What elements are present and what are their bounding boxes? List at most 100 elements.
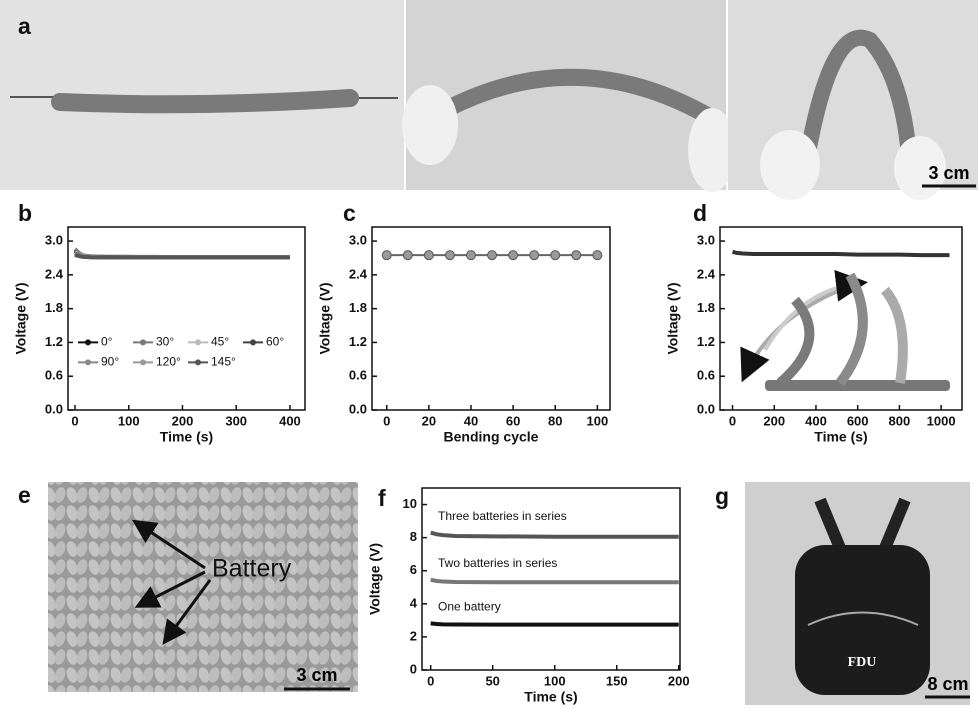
x-tick-label: 100: [587, 413, 609, 428]
data-line: [430, 577, 679, 585]
y-tick-label: 3.0: [697, 233, 715, 248]
legend-marker: [250, 339, 256, 346]
data-point: [571, 250, 582, 261]
data-line: [74, 253, 290, 260]
panel-label: f: [378, 485, 386, 511]
y-tick-label: 0.0: [697, 401, 715, 416]
scale-label: 3 cm: [928, 163, 969, 183]
x-tick-label: 1000: [927, 413, 956, 428]
data-point: [423, 250, 434, 261]
plot-frame: [67, 226, 306, 411]
plot-frame: [719, 226, 963, 411]
x-axis-title: Time (s): [524, 689, 577, 705]
legend-marker: [140, 339, 146, 346]
y-tick-label: 6: [410, 562, 417, 577]
led-text: FDU: [848, 655, 877, 670]
x-tick-label: 200: [668, 673, 690, 688]
plot-frame: [421, 487, 681, 671]
y-tick-label: 2.4: [349, 266, 368, 281]
data-line: [430, 621, 679, 627]
y-axis-title: Voltage (V): [317, 282, 333, 354]
x-tick-label: 80: [548, 413, 562, 428]
x-tick-label: 400: [805, 413, 827, 428]
legend-marker: [85, 359, 91, 366]
legend-marker: [195, 339, 201, 346]
data-line: [430, 530, 679, 539]
scale-label: 3 cm: [296, 665, 337, 685]
legend-marker: [140, 359, 146, 366]
data-point: [529, 250, 540, 261]
y-tick-label: 8: [410, 529, 417, 544]
annotation: Battery: [212, 555, 292, 583]
x-tick-label: 150: [606, 673, 628, 688]
y-axis-title: Voltage (V): [665, 282, 681, 354]
y-tick-label: 10: [403, 496, 417, 511]
y-tick-label: 3.0: [45, 233, 63, 248]
scale-label: 8 cm: [927, 674, 968, 694]
panel-label: a: [18, 13, 31, 39]
y-tick-label: 0.6: [697, 368, 715, 383]
legend-label: 90°: [101, 355, 119, 369]
y-tick-label: 0.0: [45, 401, 63, 416]
data-point: [508, 250, 519, 261]
y-tick-label: 1.2: [45, 334, 63, 349]
y-axis-title: Voltage (V): [13, 282, 29, 354]
x-tick-label: 300: [225, 413, 247, 428]
y-tick-label: 1.8: [45, 300, 63, 315]
y-tick-label: 2.4: [45, 266, 64, 281]
bending-inset: [740, 269, 950, 391]
data-point: [381, 250, 392, 261]
legend-label: 145°: [211, 355, 236, 369]
panel-label: d: [693, 200, 707, 226]
data-point: [402, 250, 413, 261]
series-label: Two batteries in series: [438, 556, 557, 570]
x-tick-label: 50: [485, 673, 499, 688]
y-tick-label: 3.0: [349, 233, 367, 248]
y-tick-label: 4: [410, 595, 418, 610]
y-tick-label: 0.6: [349, 368, 367, 383]
data-point: [487, 250, 498, 261]
legend-label: 45°: [211, 335, 229, 349]
y-tick-label: 1.8: [349, 300, 367, 315]
legend-label: 0°: [101, 335, 113, 349]
panel-label: c: [343, 200, 356, 226]
legend-label: 30°: [156, 335, 174, 349]
y-tick-label: 1.2: [697, 334, 715, 349]
data-point: [465, 250, 476, 261]
x-tick-label: 20: [422, 413, 436, 428]
y-tick-label: 1.8: [697, 300, 715, 315]
data-point: [550, 250, 561, 261]
photo-a: 3 cm: [0, 0, 978, 200]
data-point: [444, 250, 455, 261]
photo-e: Battery 3 cm: [48, 482, 358, 692]
x-axis-title: Time (s): [160, 429, 213, 445]
x-tick-label: 200: [763, 413, 785, 428]
x-tick-label: 0: [71, 413, 78, 428]
panel-label: g: [715, 483, 729, 509]
x-tick-label: 200: [172, 413, 194, 428]
x-tick-label: 100: [544, 673, 566, 688]
y-tick-label: 1.2: [349, 334, 367, 349]
series-label: One battery: [438, 600, 501, 614]
plot-frame: [371, 226, 611, 411]
y-tick-label: 0.6: [45, 368, 63, 383]
y-tick-label: 2.4: [697, 266, 716, 281]
legend-label: 60°: [266, 335, 284, 349]
x-tick-label: 800: [889, 413, 911, 428]
panel-label: b: [18, 200, 32, 226]
x-tick-label: 0: [729, 413, 736, 428]
x-tick-label: 0: [427, 673, 434, 688]
photo-g: FDU 8 cm: [745, 482, 970, 705]
legend-label: 120°: [156, 355, 181, 369]
x-tick-label: 100: [118, 413, 140, 428]
y-tick-label: 2: [410, 628, 417, 643]
x-tick-label: 0: [383, 413, 390, 428]
x-tick-label: 600: [847, 413, 869, 428]
x-axis-title: Time (s): [814, 429, 867, 445]
y-tick-label: 0: [410, 661, 417, 676]
y-axis-title: Voltage (V): [367, 543, 383, 615]
series-label: Three batteries in series: [438, 509, 567, 523]
panel-label: e: [18, 482, 31, 508]
legend-marker: [85, 339, 91, 346]
